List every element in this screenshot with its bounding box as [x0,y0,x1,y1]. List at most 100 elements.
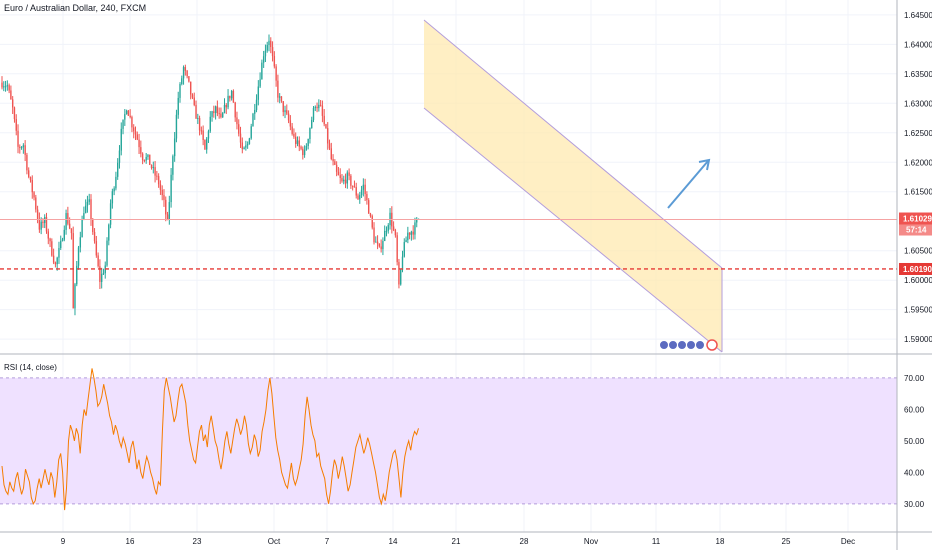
price-tick-label: 1.62500 [904,129,932,138]
candle-body [163,195,165,200]
candle-body [157,176,160,185]
event-badge-icon[interactable] [677,340,687,350]
candle-body [410,231,413,235]
candle-body [204,139,206,150]
candle-body [223,104,226,114]
candle-body [389,212,391,226]
rsi-tick-label: 70.00 [904,374,925,383]
candle-body [257,86,260,100]
breakout-arrow-head[interactable] [698,158,711,171]
candle-body [93,232,96,242]
candle-body [248,138,251,145]
candle-body [209,116,211,132]
candle-body [309,128,311,139]
channel-lower-line[interactable] [423,107,723,353]
candle-body [8,85,10,91]
candlestick-series [1,34,420,316]
candle-body [328,143,331,149]
candle-body [220,113,222,118]
breakout-arrow-shaft[interactable] [667,160,709,209]
candle-body [172,156,174,175]
event-badge-icon[interactable] [668,340,678,350]
candle-body [236,117,238,125]
rsi-pane [0,368,897,511]
candle-body [303,149,306,156]
time-tick-label: Dec [841,537,855,546]
candle-body [58,248,60,258]
channel-upper-line[interactable] [423,19,723,269]
event-badge-icon[interactable] [659,340,669,350]
candle-body [152,167,154,169]
candle-body [173,138,176,157]
candle-body [92,219,94,233]
candle-body [170,174,172,203]
event-badge-icon[interactable] [686,340,696,350]
candle-body [115,176,117,189]
candle-body [268,40,270,46]
candle-body [273,56,276,67]
candle-body [90,199,92,220]
candle-body [375,241,377,243]
candle-body [67,213,69,224]
candle-body [184,67,187,71]
candle-body [327,128,329,144]
candle-body [166,214,169,220]
candle-body [143,159,146,161]
candle-body [403,242,405,257]
candle-body [129,115,131,118]
candle-body [124,114,126,120]
channel-fill[interactable] [424,20,722,352]
candle-body [302,148,304,156]
candle-body [373,227,375,243]
candle-body [360,189,363,195]
chart-annotations [0,158,897,351]
candle-body [412,231,414,235]
event-badge-icon[interactable] [695,340,705,350]
candle-body [287,113,290,121]
candle-body [218,113,220,115]
candle-body [405,240,407,243]
candle-body [243,147,245,150]
candle-body [230,90,233,99]
candle-body [120,128,122,151]
candle-body [312,107,315,120]
candle-body [122,119,124,129]
rsi-tick-label: 30.00 [904,500,925,509]
candle-body [79,237,82,248]
rsi-tick-label: 50.00 [904,437,925,446]
price-tick-label: 1.60000 [904,276,932,285]
candle-body [350,175,352,186]
candle-body [330,148,332,159]
candle-body [371,216,373,228]
candle-body [408,232,411,235]
candle-body [179,84,181,98]
candle-body [150,164,153,168]
candle-body [84,205,87,214]
time-tick-label: 16 [126,537,135,546]
candle-body [111,191,114,204]
current-price-label: 1.61029 [903,215,932,224]
candle-body [28,170,30,177]
candle-body [264,50,267,57]
candle-body [47,231,49,239]
candle-body [38,218,41,230]
candle-body [77,247,80,266]
candle-body [266,45,268,51]
candle-body [138,139,140,148]
candle-body [239,133,242,143]
candle-body [127,110,130,116]
event-badge-icon[interactable] [706,339,718,351]
candle-body [307,138,309,147]
countdown-label: 57:14 [906,226,927,235]
candle-body [49,238,51,242]
rsi-line [1,368,419,511]
candle-body [318,104,320,109]
candle-body [278,96,281,98]
descending-channel-drawing[interactable] [423,19,723,353]
price-tick-label: 1.60500 [904,247,932,256]
candle-body [202,130,204,140]
candle-body [109,203,112,225]
candle-body [234,102,236,118]
